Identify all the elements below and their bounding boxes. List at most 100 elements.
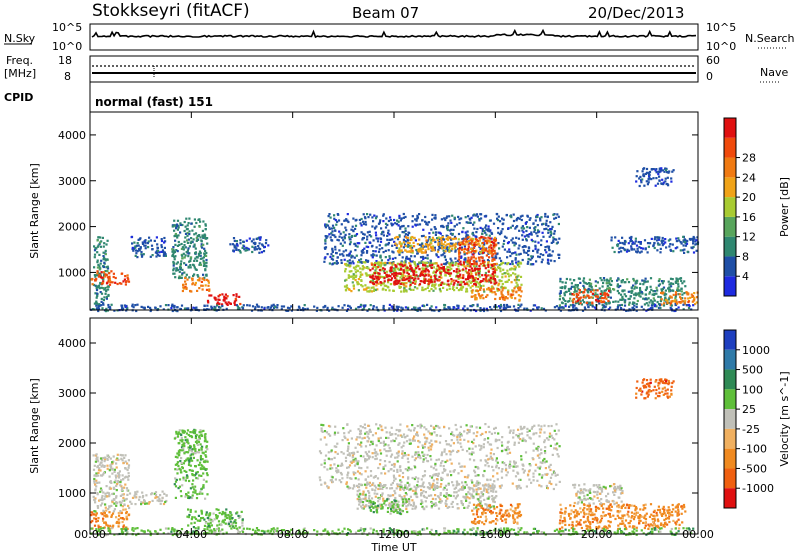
power-cell — [577, 302, 581, 306]
power-cell — [194, 251, 197, 254]
velocity-cell — [123, 456, 126, 459]
power-cell — [424, 256, 427, 259]
power-cell — [677, 237, 680, 240]
power-cell — [512, 290, 515, 293]
power-cell — [422, 268, 425, 272]
power-cell — [586, 294, 589, 297]
velocity-cell — [93, 513, 96, 516]
power-cell — [692, 240, 695, 243]
power-cell — [482, 288, 485, 291]
power-cell — [473, 243, 476, 246]
power-cell — [650, 304, 653, 307]
power-cell — [635, 175, 638, 178]
power-cell — [380, 275, 383, 279]
power-cell — [402, 290, 406, 293]
velocity-cell — [506, 445, 509, 449]
power-cell — [443, 255, 447, 258]
power-cell — [509, 226, 512, 229]
power-cell — [478, 219, 481, 222]
power-cell — [108, 272, 111, 275]
power-cell — [422, 257, 425, 261]
power-cell — [656, 249, 659, 252]
power-cell — [657, 295, 660, 298]
cpid-label: CPID — [4, 91, 33, 104]
power-cell — [520, 218, 523, 222]
power-cell — [382, 262, 385, 265]
power-cell — [370, 235, 373, 238]
power-cell — [359, 258, 363, 261]
power-cell — [438, 231, 441, 234]
power-cell — [377, 261, 380, 264]
power-cell — [653, 305, 656, 308]
power-cell — [369, 213, 372, 216]
velocity-cell — [184, 436, 187, 439]
power-cell — [658, 283, 661, 286]
power-cell — [104, 249, 107, 252]
power-cell — [105, 289, 108, 292]
power-cell — [665, 246, 668, 249]
power-cell — [451, 245, 454, 248]
velocity-cell — [118, 500, 121, 503]
power-cell — [450, 278, 453, 281]
velocity-cell — [177, 433, 180, 436]
power-cell — [362, 308, 365, 311]
velocity-cell — [199, 461, 202, 464]
power-cell — [639, 251, 642, 254]
velocity-cell — [418, 454, 422, 457]
power-cell — [445, 234, 448, 237]
power-cell — [174, 255, 177, 258]
power-cell — [233, 239, 236, 242]
power-cell — [460, 217, 463, 220]
velocity-cell — [97, 469, 101, 472]
power-cell — [453, 235, 457, 238]
power-cell — [558, 304, 561, 307]
velocity-cell — [180, 449, 183, 452]
power-cell — [634, 285, 637, 288]
power-cell — [412, 288, 415, 291]
velocity-cell — [96, 505, 99, 508]
power-cell — [452, 261, 455, 264]
velocity-cell — [187, 433, 190, 437]
power-cell — [398, 247, 401, 250]
velocity-cell — [112, 486, 115, 489]
power-cell — [402, 216, 405, 219]
power-cell — [692, 299, 695, 302]
power-cell — [514, 279, 517, 282]
power-cell — [105, 295, 108, 298]
power-cell — [181, 257, 184, 260]
power-cell — [400, 290, 403, 293]
velocity-cell — [90, 521, 93, 524]
velocity-cell — [96, 465, 99, 468]
power-cell — [436, 239, 439, 242]
power-cell — [583, 306, 586, 309]
velocity-cell — [352, 459, 355, 462]
power-cell — [675, 293, 678, 296]
power-cell — [327, 215, 330, 218]
power-cell — [514, 227, 517, 230]
velocity-cell — [208, 523, 211, 526]
power-cell — [528, 233, 531, 236]
power-cell — [344, 233, 347, 236]
power-cell — [640, 181, 643, 184]
power-cell — [183, 220, 186, 224]
power-cell — [692, 245, 695, 248]
power-cell — [201, 234, 204, 237]
power-cell — [643, 167, 646, 170]
power-cell — [584, 282, 587, 285]
power-cell — [173, 250, 176, 254]
power-cell — [653, 246, 656, 250]
power-cell — [475, 285, 478, 288]
power-cell — [458, 246, 462, 250]
power-cell — [465, 240, 468, 243]
power-cell — [202, 220, 205, 223]
power-cell — [434, 271, 437, 274]
power-cell — [582, 296, 585, 299]
power-cell — [97, 263, 100, 266]
power-cell — [172, 267, 175, 270]
power-cell — [651, 300, 654, 303]
power-cell — [406, 250, 409, 253]
power-cell — [98, 265, 101, 268]
power-cell — [603, 292, 606, 295]
power-cell — [95, 296, 98, 299]
power-cell — [263, 245, 266, 248]
